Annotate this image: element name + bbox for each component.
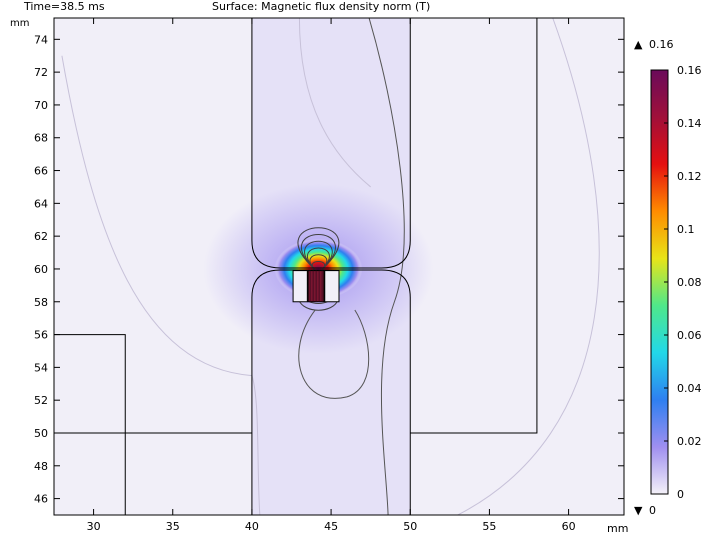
time-label: Time=38.5 ms: [24, 0, 105, 13]
x-tick-label: 35: [166, 520, 180, 533]
geometry-edge: [54, 334, 126, 515]
x-tick-label: 40: [245, 520, 259, 533]
x-tick-label: 55: [482, 520, 496, 533]
x-tick-label: 45: [324, 520, 338, 533]
x-unit-label: mm: [607, 522, 628, 535]
y-tick-label: 74: [34, 33, 48, 46]
contour-line: [304, 240, 333, 270]
y-tick-label: 48: [34, 460, 48, 473]
y-tick-label: 54: [34, 361, 48, 374]
coil-slot: [324, 270, 340, 303]
y-tick-label: 66: [34, 165, 48, 178]
colorbar-tick-label: 0.1: [677, 223, 695, 236]
contour-line: [298, 309, 370, 399]
faint-streamline: [61, 55, 261, 515]
y-tick-label: 64: [34, 197, 48, 210]
y-tick-label: 60: [34, 263, 48, 276]
colorbar-tick-label: 0.04: [677, 382, 702, 395]
faint-streamlines: [61, 18, 600, 515]
y-tick-label: 46: [34, 493, 48, 506]
colorbar-ticks: 0 0.02 0.04 0.06 0.08 0.1 0.12 0.14 0.16: [664, 64, 702, 501]
plot-title: Surface: Magnetic flux density norm (T): [212, 0, 431, 13]
y-tick-label: 62: [34, 230, 48, 243]
colorbar-tick-label: 0.16: [677, 64, 702, 77]
colorbar-max-label: 0.16: [649, 38, 674, 51]
geometry-edge: [410, 18, 538, 434]
y-axis: 46 48 50 52 54 56 58 60 62 64 66 68 70 72 74: [34, 33, 624, 506]
y-tick-label: 70: [34, 99, 48, 112]
x-tick-label: 50: [403, 520, 417, 533]
geometry-edges: [54, 18, 538, 515]
contour-line: [307, 247, 330, 270]
y-tick-label: 50: [34, 427, 48, 440]
colorbar-tick-label: 0.12: [677, 170, 702, 183]
colorbar-min-label: 0: [649, 504, 656, 517]
plot-frame: [53, 17, 625, 516]
faint-streamline: [298, 18, 371, 188]
y-tick-label: 68: [34, 132, 48, 145]
plot-area: [54, 18, 624, 515]
colorbar-tick-label: 0.02: [677, 435, 702, 448]
coil-slot: [292, 270, 308, 303]
geometry-edge: [251, 18, 411, 269]
y-tick-label: 72: [34, 66, 48, 79]
contour-line: [368, 18, 405, 515]
faint-streamline: [457, 18, 600, 515]
x-axis: 30 35 40 45 50 55 60: [87, 18, 576, 533]
colorbar-tick-label: 0.08: [677, 276, 702, 289]
contour-line: [297, 227, 340, 270]
x-tick-label: 30: [87, 520, 101, 533]
y-unit-label: mm: [10, 18, 29, 29]
colorbar: ▲ 0.16 ▼ 0 00.020.040.060.080.10.120.140…: [634, 38, 702, 517]
y-tick-label: 52: [34, 394, 48, 407]
colorbar-tick-label: 0.06: [677, 329, 702, 342]
y-tick-label: 56: [34, 329, 48, 342]
colorbar-tick-label: 0.14: [677, 117, 702, 130]
colorbar-max-arrow-icon: ▲: [634, 38, 643, 51]
colorbar-min-arrow-icon: ▼: [634, 504, 643, 517]
geometry-edge: [251, 269, 411, 515]
colorbar-tick-label: 0: [677, 488, 684, 501]
y-tick-label: 58: [34, 296, 48, 309]
x-tick-label: 60: [562, 520, 576, 533]
contour-line: [300, 233, 336, 270]
